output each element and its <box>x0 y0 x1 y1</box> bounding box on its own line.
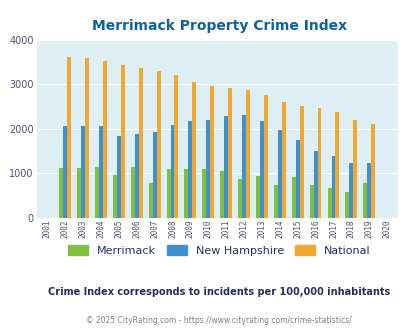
Bar <box>134 134 139 218</box>
Text: Crime Index corresponds to incidents per 100,000 inhabitants: Crime Index corresponds to incidents per… <box>48 287 389 297</box>
Bar <box>220 171 224 218</box>
Bar <box>224 116 228 218</box>
Bar <box>281 102 285 218</box>
Bar <box>170 125 174 218</box>
Bar <box>273 185 277 218</box>
Bar <box>184 169 188 218</box>
Bar <box>95 167 99 218</box>
Bar <box>174 75 178 218</box>
Bar <box>245 90 249 218</box>
Bar <box>166 169 170 218</box>
Bar <box>156 71 160 218</box>
Bar <box>291 177 295 218</box>
Bar <box>327 187 331 218</box>
Bar <box>367 163 370 218</box>
Bar <box>59 168 63 218</box>
Bar <box>352 120 356 218</box>
Bar <box>113 175 117 218</box>
Bar <box>139 68 142 218</box>
Bar <box>331 156 335 218</box>
Bar <box>277 130 281 218</box>
Bar <box>148 183 152 218</box>
Bar <box>81 126 85 218</box>
Bar <box>370 124 374 218</box>
Bar <box>188 121 192 218</box>
Bar <box>67 56 71 218</box>
Text: © 2025 CityRating.com - https://www.cityrating.com/crime-statistics/: © 2025 CityRating.com - https://www.city… <box>86 315 351 325</box>
Bar <box>313 150 317 218</box>
Bar <box>63 126 67 218</box>
Bar <box>117 136 121 218</box>
Bar <box>335 112 339 218</box>
Bar <box>210 86 214 218</box>
Bar <box>259 121 263 218</box>
Bar <box>85 58 89 218</box>
Bar <box>228 88 232 218</box>
Bar <box>295 140 299 218</box>
Legend: Merrimack, New Hampshire, National: Merrimack, New Hampshire, National <box>63 241 374 260</box>
Bar <box>345 192 349 218</box>
Bar <box>299 106 303 218</box>
Bar <box>317 108 321 218</box>
Bar <box>206 120 210 218</box>
Bar <box>349 163 352 218</box>
Bar <box>202 169 206 218</box>
Bar <box>362 182 367 218</box>
Bar <box>102 61 107 218</box>
Bar <box>192 82 196 218</box>
Bar <box>256 176 259 218</box>
Bar <box>99 126 102 218</box>
Bar <box>309 185 313 218</box>
Bar <box>241 115 245 218</box>
Bar <box>238 179 241 218</box>
Text: Merrimack Property Crime Index: Merrimack Property Crime Index <box>92 19 346 33</box>
Bar <box>263 95 267 218</box>
Bar <box>77 168 81 218</box>
Bar <box>130 167 134 218</box>
Bar <box>152 132 156 218</box>
Bar <box>121 65 124 218</box>
